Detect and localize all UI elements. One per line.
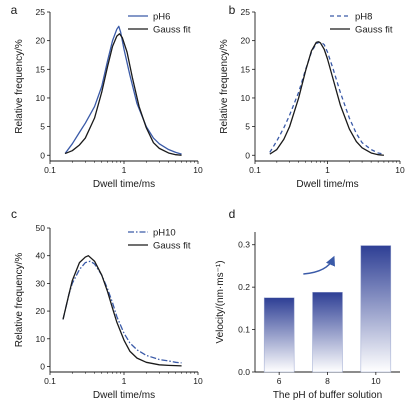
x-tick-label: 0.1 [44,165,56,175]
x-tick-label: 1 [122,376,127,386]
panel-letter: c [11,207,17,221]
legend-label: Gauss fit [153,25,191,36]
y-tick-label: 20 [241,36,251,46]
panel-letter: a [11,3,18,17]
y-tick-label: 5 [40,122,45,132]
x-tick-label: 0.1 [44,376,56,386]
x-axis-title: Dwell time/ms [296,179,358,190]
x-axis-title: The pH of buffer solution [273,390,382,401]
bar-8 [312,291,343,373]
legend-label: Gauss fit [355,25,393,36]
y-tick-label: 0.0 [238,367,250,377]
y-axis-title: Velocity/(nm·ms⁻¹) [215,260,226,343]
x-axis-title: Dwell time/ms [93,390,155,401]
y-tick-label: 30 [36,278,46,288]
y-tick-label: 0.2 [238,282,250,292]
series-line-1 [62,255,182,367]
panel-letter: b [229,3,236,17]
panel-a: a 0 5 10 15 20 25 Relative frequency/% 0.1 1 10 Dwe… [11,3,203,190]
y-tick-label: 0.3 [238,240,250,250]
x-tick-label: 10 [395,165,405,175]
x-tick-label: 1 [122,165,127,175]
y-tick-label: 0.1 [238,325,250,335]
y-tick-label: 15 [241,64,251,74]
legend-label: pH6 [153,12,170,23]
bar-6 [263,297,295,373]
series-line-0 [269,41,385,155]
trend-arrow-icon [303,255,335,275]
x-tick-label: 10 [193,165,203,175]
y-tick-label: 0 [40,361,45,371]
panel-letter: d [229,207,236,221]
x-tick-label: 0.1 [249,165,261,175]
legend-label: pH10 [153,228,176,239]
legend-label: Gauss fit [153,241,191,252]
y-axis-title: Relative frequency/% [219,39,230,134]
y-tick-label: 10 [36,93,46,103]
y-tick-label: 20 [36,36,46,46]
series-line-1 [64,33,182,156]
panel-d: d 0.0 0.1 0.2 0.3 Velocity/(nm·ms⁻¹) 6 8 10 The p… [215,207,400,401]
series-line-1 [269,41,384,156]
panel-c: c 0 10 20 30 40 50 Relative frequency/% 0.1 1 10 Dw… [11,207,203,401]
y-tick-label: 20 [36,306,46,316]
y-tick-label: 40 [36,251,46,261]
series-line-0 [64,25,182,155]
y-axis-title: Relative frequency/% [14,253,25,348]
x-tick-label: 1 [325,165,330,175]
y-tick-label: 0 [245,150,250,160]
x-tick-label: 6 [277,376,282,386]
panel-b: b 0 5 10 15 20 25 Relative frequency/% 0.1 1 10 Dwe… [219,3,405,190]
y-tick-label: 10 [36,334,46,344]
y-tick-label: 10 [241,93,251,103]
y-axis-title: Relative frequency/% [14,39,25,134]
series-line-0 [62,260,182,364]
y-tick-label: 25 [241,7,251,17]
y-tick-label: 0 [40,150,45,160]
y-tick-label: 5 [245,122,250,132]
x-axis-title: Dwell time/ms [93,179,155,190]
bar-10 [360,245,392,373]
y-tick-label: 50 [36,223,46,233]
x-tick-label: 10 [371,376,381,386]
y-tick-label: 25 [36,7,46,17]
legend-label: pH8 [355,12,372,23]
x-tick-label: 10 [193,376,203,386]
x-tick-label: 8 [325,376,330,386]
y-tick-label: 15 [36,64,46,74]
